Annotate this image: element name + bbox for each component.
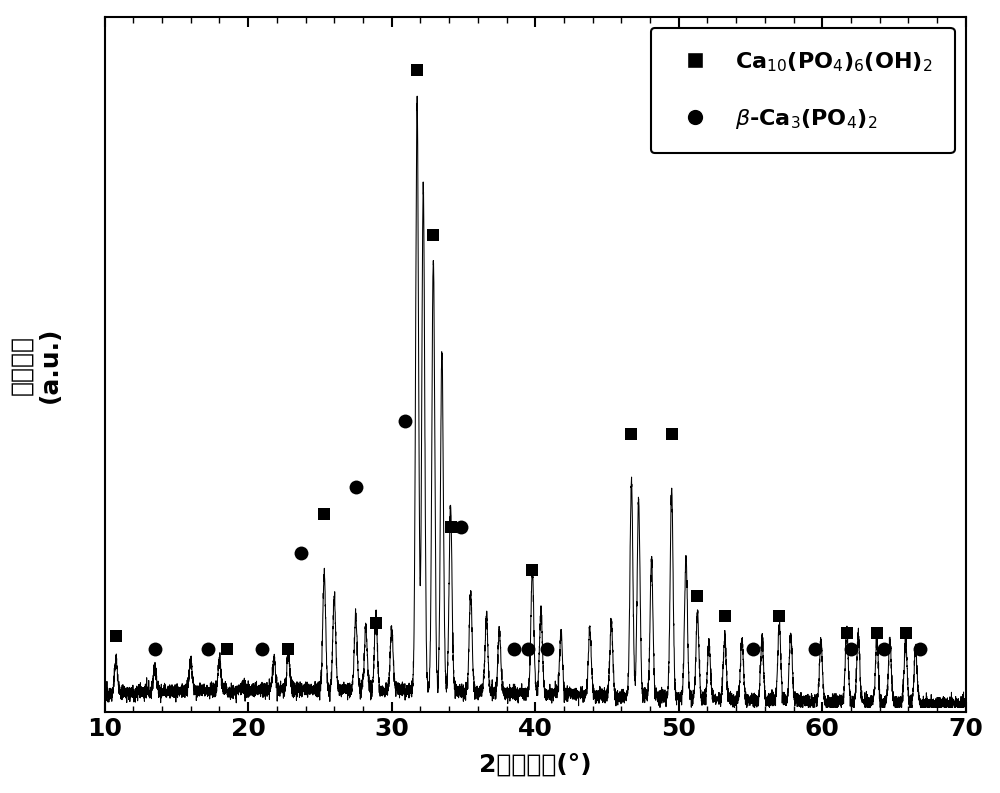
Legend: Ca$_{10}$(PO$_4$)$_6$(OH)$_2$, $\beta$-Ca$_3$(PO$_4$)$_2$: Ca$_{10}$(PO$_4$)$_6$(OH)$_2$, $\beta$-C… xyxy=(651,28,955,153)
Text: 衍射强度
(a.u.): 衍射强度 (a.u.) xyxy=(10,327,62,403)
X-axis label: 2倍衍射角(°): 2倍衍射角(°) xyxy=(479,753,592,776)
